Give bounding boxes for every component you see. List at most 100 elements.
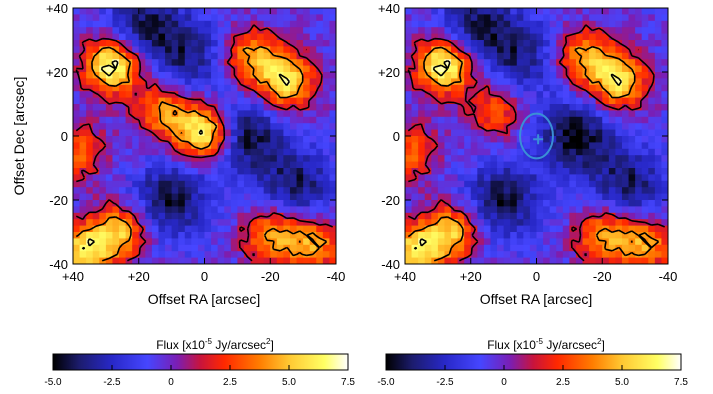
heatmap-cell [608, 232, 616, 239]
heatmap-cell [457, 72, 465, 79]
heatmap-cell [276, 27, 284, 34]
heatmap-cell [283, 161, 291, 169]
heatmap-cell [556, 65, 564, 73]
heatmap-cell [424, 244, 432, 252]
heatmap-cell [510, 40, 518, 47]
heatmap-cell [602, 91, 610, 98]
heatmap-cell [132, 33, 140, 41]
heatmap-cell [635, 155, 643, 162]
heatmap-cell [608, 14, 616, 22]
heatmap-cell [105, 225, 113, 233]
heatmap-cell [483, 238, 491, 246]
heatmap-cell [263, 129, 271, 137]
heatmap-cell [457, 238, 465, 246]
heatmap-cell [171, 212, 179, 220]
heatmap-cell [543, 148, 551, 156]
heatmap-cell [217, 225, 225, 233]
heatmap-cell [270, 91, 278, 98]
heatmap-cell [303, 116, 311, 124]
heatmap-cell [119, 136, 127, 143]
heatmap-cell [296, 225, 304, 233]
heatmap-cell [329, 91, 337, 98]
heatmap-cell [270, 20, 278, 28]
heatmap-cell [92, 251, 100, 258]
heatmap-cell [316, 8, 324, 15]
heatmap-cell [132, 104, 140, 111]
heatmap-cell [562, 136, 570, 143]
heatmap-cell [289, 72, 297, 79]
heatmap-cell [628, 206, 636, 214]
heatmap-cell [329, 232, 337, 239]
heatmap-cell [549, 8, 557, 15]
heatmap-cell [451, 187, 458, 194]
heatmap-cell [165, 33, 173, 41]
heatmap-cell [510, 59, 518, 66]
heatmap-cell [204, 110, 212, 118]
heatmap-cell [303, 142, 311, 150]
heatmap-cell [165, 52, 173, 60]
heatmap-cell [112, 78, 120, 86]
heatmap-cell [431, 136, 439, 143]
heatmap-cell [309, 97, 317, 105]
heatmap-cell [178, 193, 186, 201]
heatmap-cell [184, 33, 192, 41]
heatmap-cell [497, 232, 505, 239]
heatmap-cell [230, 14, 238, 22]
heatmap-cell [543, 168, 551, 175]
heatmap-cell [217, 33, 225, 41]
heatmap-cell [230, 84, 238, 92]
heatmap-cell [243, 72, 251, 79]
heatmap-cell [296, 155, 304, 162]
heatmap-cell [165, 8, 173, 15]
heatmap-cell [237, 91, 245, 98]
heatmap-cell [437, 257, 445, 265]
heatmap-cell [119, 244, 127, 252]
heatmap-cell [309, 174, 317, 182]
heatmap-cell [648, 110, 656, 118]
heatmap-cell [79, 174, 87, 182]
heatmap-cell [635, 78, 643, 86]
heatmap-cell [105, 78, 113, 86]
heatmap-cell [296, 40, 304, 47]
heatmap-cell [444, 238, 452, 246]
heatmap-cell [184, 244, 192, 252]
heatmap-cell [171, 257, 179, 265]
heatmap-cell [641, 97, 649, 105]
heatmap-cell [510, 174, 518, 182]
heatmap-cell [204, 14, 212, 22]
heatmap-cell [543, 136, 551, 143]
heatmap-cell [569, 84, 577, 92]
heatmap-cell [405, 104, 412, 111]
heatmap-cell [303, 238, 311, 246]
heatmap-cell [296, 257, 304, 265]
heatmap-cell [230, 110, 238, 118]
heatmap-cell [608, 46, 616, 54]
heatmap-cell [477, 155, 485, 162]
heatmap-cell [309, 14, 317, 22]
heatmap-cell [543, 257, 551, 265]
heatmap-cell [477, 65, 485, 73]
heatmap-cell [595, 180, 603, 188]
heatmap-cell [270, 27, 278, 34]
heatmap-cell [437, 200, 445, 207]
heatmap-cell [145, 244, 153, 252]
heatmap-cell [204, 78, 212, 86]
heatmap-cell [424, 110, 432, 118]
heatmap-cell [529, 78, 537, 86]
heatmap-cell [99, 155, 107, 162]
heatmap-cell [151, 155, 159, 162]
heatmap-cell [250, 97, 258, 105]
heatmap-cell [112, 104, 120, 111]
heatmap-cell [444, 206, 452, 214]
heatmap-cell [595, 232, 603, 239]
heatmap-cell [437, 84, 445, 92]
heatmap-cell [303, 225, 311, 233]
heatmap-cell [138, 116, 146, 124]
heatmap-cell [615, 142, 623, 150]
heatmap-cell [490, 14, 498, 22]
heatmap-cell [158, 180, 166, 188]
heatmap-cell [648, 78, 656, 86]
heatmap-cell [191, 14, 199, 22]
heatmap-cell [602, 104, 610, 111]
heatmap-cell [184, 20, 192, 28]
